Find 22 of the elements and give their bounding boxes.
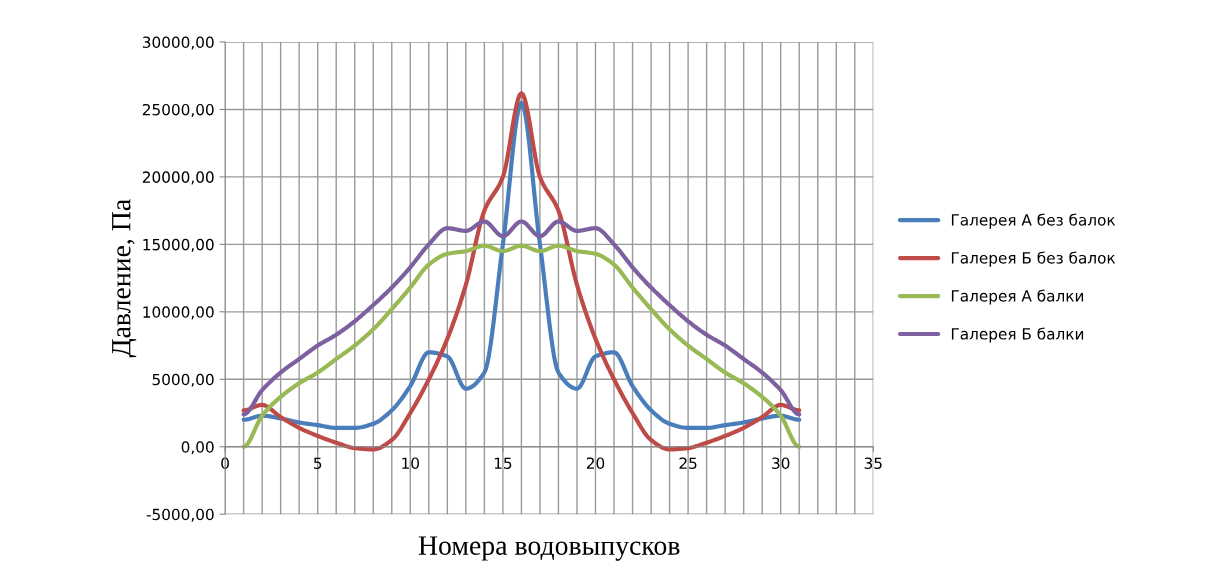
x-tick-label: 0 bbox=[221, 457, 229, 469]
legend-label: Галерея Б без балок bbox=[951, 251, 1116, 267]
y-tick-label: 5000,00 bbox=[152, 373, 214, 387]
x-tick-label: 35 bbox=[864, 457, 882, 469]
x-axis-title: Номера водовыпусков bbox=[418, 536, 680, 561]
y-tick-label: -5000,00 bbox=[146, 508, 214, 522]
y-tick-label: 20000,00 bbox=[142, 171, 214, 185]
y-tick-label: 30000,00 bbox=[142, 36, 214, 50]
legend-label: Галерея А балки bbox=[951, 289, 1084, 305]
x-tick-label: 5 bbox=[314, 457, 322, 469]
x-tick-label: 20 bbox=[586, 457, 605, 469]
legend-label: Галерея А без балок bbox=[951, 213, 1116, 229]
x-tick-label: 30 bbox=[772, 457, 790, 469]
y-tick-label: 25000,00 bbox=[142, 103, 214, 118]
y-tick-label: 10000,00 bbox=[143, 306, 214, 320]
y-tick-label: 15000,00 bbox=[143, 238, 214, 252]
x-tick-label: 15 bbox=[494, 457, 512, 469]
y-tick-label: 0,00 bbox=[181, 441, 214, 455]
x-tick-label: 10 bbox=[402, 457, 419, 469]
legend-label: Галерея Б балки bbox=[951, 327, 1084, 343]
y-axis-title: Давление, Па bbox=[112, 199, 137, 358]
x-tick-label: 25 bbox=[679, 457, 697, 469]
